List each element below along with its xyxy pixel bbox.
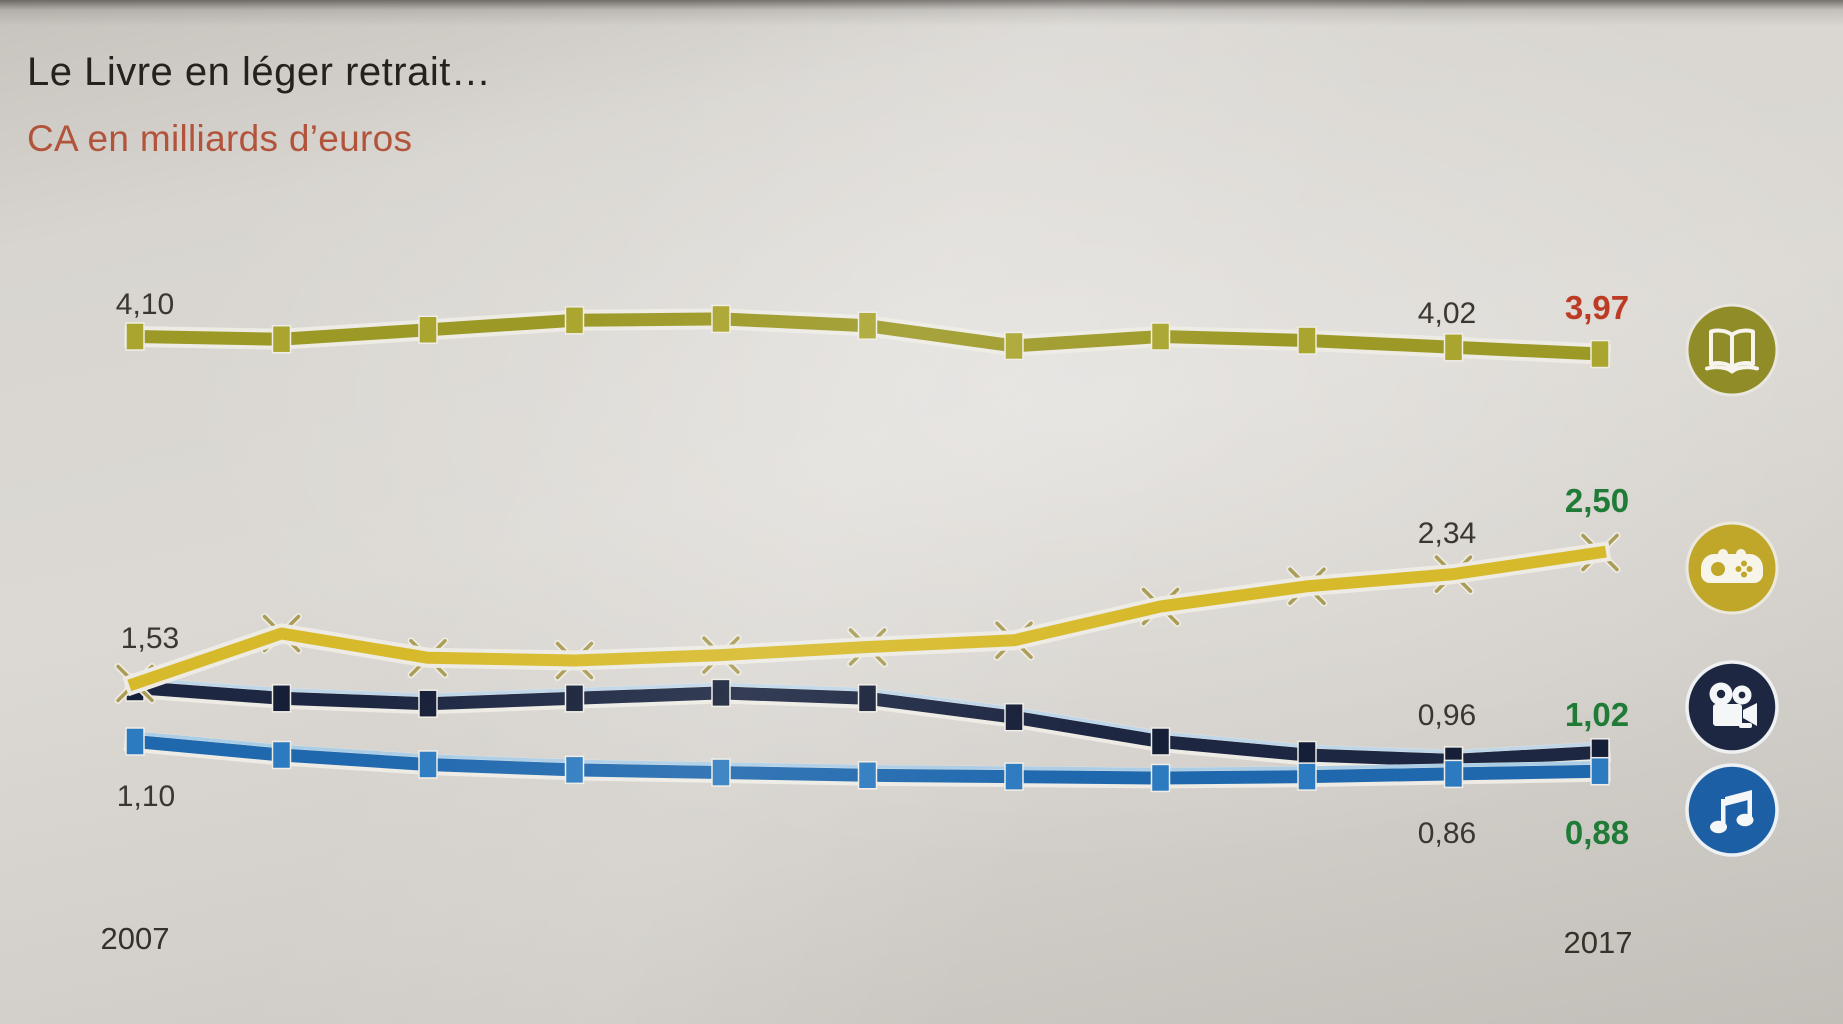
x-axis-label-2007: 2007 — [100, 921, 170, 956]
value-label-games-2017: 2,50 — [1564, 482, 1630, 519]
gamepad-icon — [1684, 520, 1780, 616]
value-label-books-2007: 4,10 — [115, 288, 175, 321]
value-label-books-2016: 4,02 — [1417, 297, 1477, 330]
x-axis-label-2017: 2017 — [1563, 925, 1633, 960]
value-label-games-2016: 2,34 — [1417, 517, 1477, 550]
book-icon — [1684, 302, 1780, 398]
value-label-books-2017: 3,97 — [1564, 289, 1630, 326]
chart-subtitle: CA en milliards d’euros — [27, 118, 413, 159]
value-label-music-2017: 0,88 — [1564, 814, 1630, 851]
value-label-music-2016: 0,86 — [1417, 817, 1477, 850]
movie-camera-icon — [1684, 659, 1780, 755]
value-label-video-2017: 1,02 — [1564, 696, 1630, 733]
value-label-video-2016: 0,96 — [1417, 699, 1477, 732]
music-note-icon — [1684, 762, 1780, 858]
value-label-games-2007: 1,53 — [120, 622, 180, 655]
chart-title: Le Livre en léger retrait… — [27, 50, 492, 94]
value-label-music-2007: 1,10 — [116, 780, 176, 813]
